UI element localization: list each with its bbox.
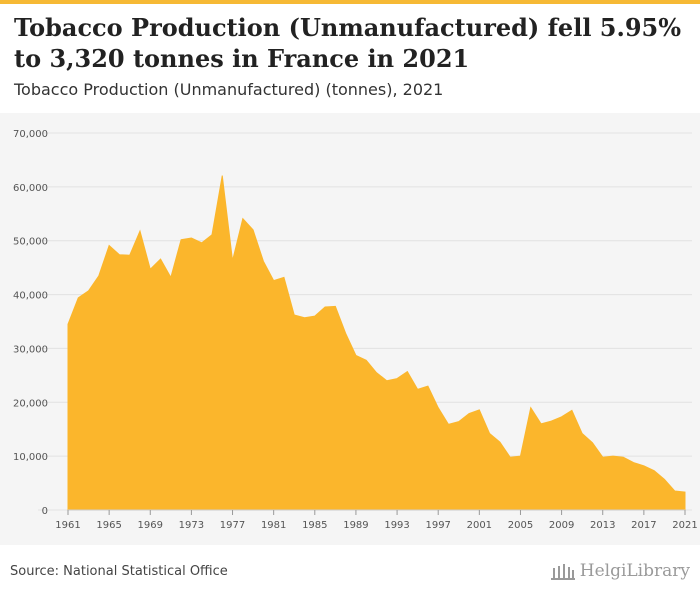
data-point — [262, 260, 264, 262]
data-point — [118, 254, 120, 256]
x-tick-label: 2001 — [467, 520, 492, 531]
x-tick-label: 1997 — [425, 520, 450, 531]
data-point — [550, 420, 552, 422]
data-point — [221, 174, 223, 176]
data-point — [334, 305, 336, 307]
y-tick-label: 50,000 — [13, 237, 48, 248]
data-point — [602, 456, 604, 458]
data-point — [355, 354, 357, 356]
x-tick-label: 1961 — [55, 520, 80, 531]
x-tick-label: 1965 — [96, 520, 121, 531]
data-point — [231, 259, 233, 261]
y-tick-label: 20,000 — [13, 398, 48, 409]
data-point — [571, 409, 573, 411]
helgi-library-logo: HelgiLibrary — [550, 561, 690, 581]
data-point — [406, 370, 408, 372]
data-point — [674, 490, 676, 492]
data-point — [190, 237, 192, 239]
data-point — [458, 420, 460, 422]
x-tick-label: 1969 — [138, 520, 163, 531]
y-tick-label: 40,000 — [13, 291, 48, 302]
data-point — [180, 238, 182, 240]
area-chart: 0 10,000 20,000 30,000 40,000 50,000 60,000 70,… — [0, 113, 700, 545]
y-tick-label: 70,000 — [13, 129, 48, 140]
x-tick-label: 2017 — [631, 520, 656, 531]
data-point — [108, 244, 110, 246]
x-tick-label: 1977 — [220, 520, 245, 531]
library-columns-icon — [550, 564, 575, 580]
data-point — [663, 478, 665, 480]
data-point — [499, 441, 501, 443]
data-point — [272, 279, 274, 281]
data-point — [365, 359, 367, 361]
x-tick-label: 1989 — [343, 520, 368, 531]
data-point — [530, 406, 532, 408]
y-tick-label: 10,000 — [13, 452, 48, 463]
source-note: Source: National Statistical Office — [10, 564, 228, 579]
data-point — [396, 377, 398, 379]
data-point — [139, 230, 141, 232]
data-point — [581, 432, 583, 434]
data-point — [87, 290, 89, 292]
data-point — [283, 276, 285, 278]
x-tick-label: 1973 — [179, 520, 204, 531]
y-tick-label: 0 — [42, 506, 48, 517]
data-point — [149, 268, 151, 270]
data-point — [98, 275, 100, 277]
data-point — [67, 323, 69, 325]
y-tick-label: 30,000 — [13, 344, 48, 355]
chart-subtitle: Tobacco Production (Unmanufactured) (ton… — [14, 80, 444, 99]
production-area-series — [67, 175, 686, 511]
x-tick-label: 1985 — [302, 520, 327, 531]
data-point — [653, 469, 655, 471]
x-tick-label: 2009 — [549, 520, 574, 531]
logo-text: HelgiLibrary — [579, 561, 690, 581]
data-point — [293, 314, 295, 316]
data-point — [540, 423, 542, 425]
data-point — [427, 385, 429, 387]
y-tick-label: 60,000 — [13, 183, 48, 194]
data-point — [560, 416, 562, 418]
data-point — [314, 315, 316, 317]
data-point — [159, 258, 161, 260]
data-point — [242, 217, 244, 219]
x-tick-label: 2005 — [508, 520, 533, 531]
data-point — [324, 306, 326, 308]
data-point — [643, 465, 645, 467]
x-tick-label: 2021 — [672, 520, 697, 531]
data-point — [200, 242, 202, 244]
data-point — [437, 406, 439, 408]
data-point — [591, 441, 593, 443]
data-point — [447, 423, 449, 425]
data-point — [375, 371, 377, 373]
data-point — [170, 276, 172, 278]
page-title: Tobacco Production (Unmanufactured) fell… — [14, 13, 682, 73]
x-tick-label: 1981 — [261, 520, 286, 531]
data-point — [77, 297, 79, 299]
data-point — [622, 456, 624, 458]
data-point — [468, 412, 470, 414]
accent-bar — [0, 0, 700, 4]
data-point — [303, 317, 305, 319]
data-point — [509, 456, 511, 458]
data-point — [632, 461, 634, 463]
data-point — [344, 332, 346, 334]
data-point — [386, 380, 388, 382]
data-point — [612, 455, 614, 457]
data-point — [211, 234, 213, 236]
data-point — [416, 388, 418, 390]
data-point — [488, 432, 490, 434]
data-point — [684, 491, 686, 493]
data-point — [129, 254, 131, 256]
data-point — [478, 409, 480, 411]
data-point — [519, 455, 521, 457]
x-tick-label: 2013 — [590, 520, 615, 531]
x-tick-label: 1993 — [384, 520, 409, 531]
chart-area: 0 10,000 20,000 30,000 40,000 50,000 60,000 70,… — [0, 113, 700, 545]
data-point — [252, 229, 254, 231]
